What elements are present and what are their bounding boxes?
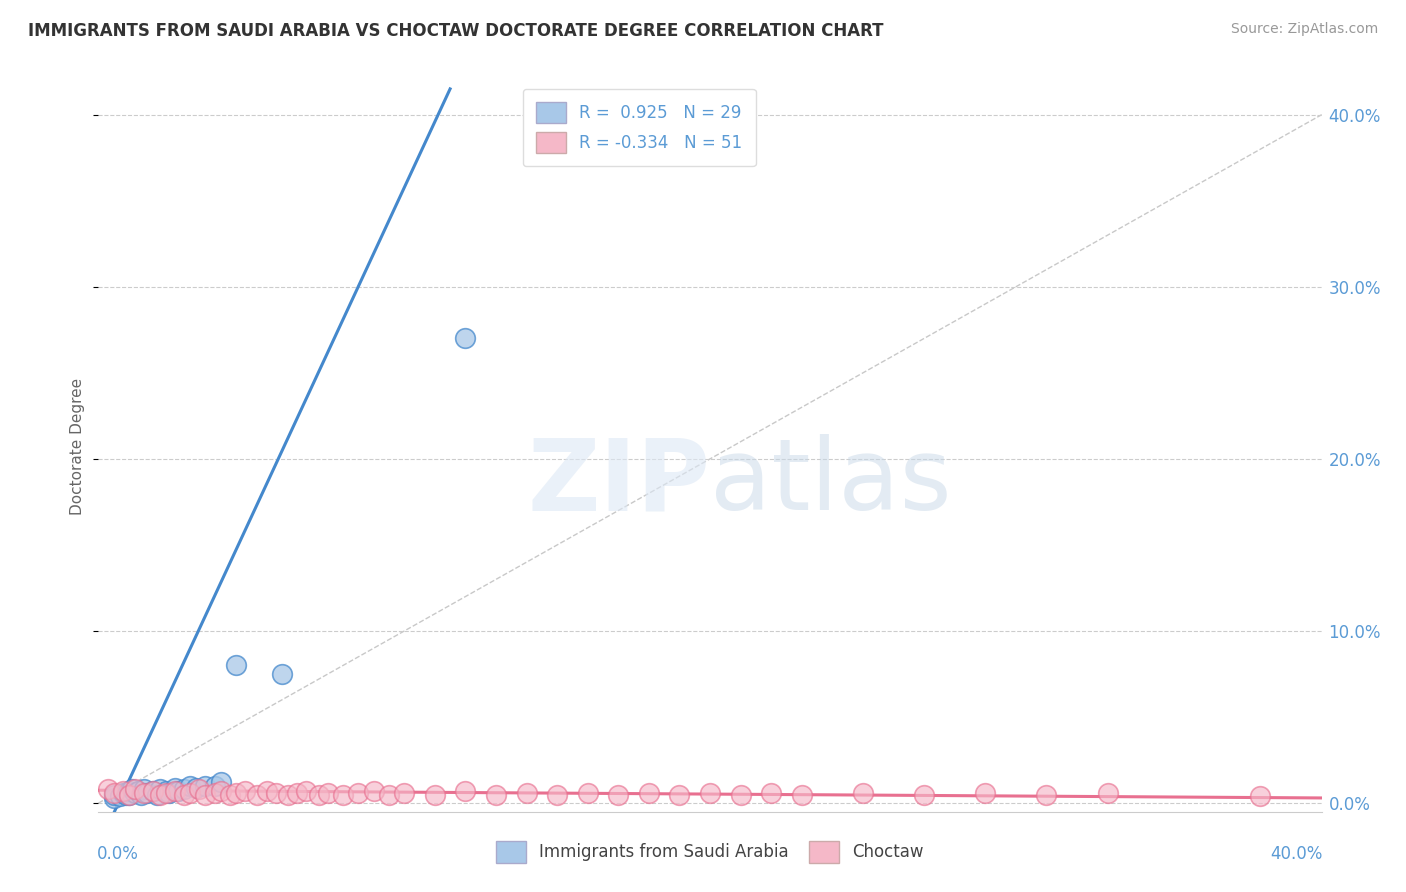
Point bbox=[576, 786, 599, 800]
Point bbox=[607, 788, 630, 802]
Point bbox=[149, 782, 172, 797]
Point bbox=[145, 788, 167, 802]
Point bbox=[136, 786, 159, 800]
Point bbox=[124, 782, 146, 797]
Point bbox=[852, 786, 875, 800]
Point bbox=[546, 788, 568, 802]
Point bbox=[108, 789, 131, 804]
Point bbox=[129, 788, 152, 802]
Point bbox=[167, 784, 190, 798]
Point bbox=[759, 786, 782, 800]
Point bbox=[111, 786, 134, 800]
Point bbox=[134, 786, 156, 800]
Point bbox=[127, 784, 149, 798]
Point bbox=[103, 791, 125, 805]
Point bbox=[277, 788, 299, 802]
Point bbox=[209, 775, 232, 789]
Y-axis label: Doctorate Degree: Doctorate Degree bbox=[70, 377, 86, 515]
Point bbox=[1035, 788, 1057, 802]
Point bbox=[186, 780, 208, 795]
Point bbox=[103, 788, 125, 802]
Point bbox=[194, 788, 217, 802]
Point bbox=[121, 782, 143, 797]
Point bbox=[155, 786, 177, 800]
Point bbox=[316, 786, 339, 800]
Point bbox=[115, 788, 138, 802]
Point bbox=[454, 331, 477, 345]
Text: Source: ZipAtlas.com: Source: ZipAtlas.com bbox=[1230, 22, 1378, 37]
Text: 0.0%: 0.0% bbox=[97, 845, 139, 863]
Point bbox=[1097, 786, 1119, 800]
Point bbox=[256, 784, 278, 798]
Point bbox=[912, 788, 935, 802]
Point bbox=[194, 779, 217, 793]
Point bbox=[285, 786, 308, 800]
Point bbox=[118, 788, 141, 802]
Point bbox=[270, 667, 292, 681]
Point bbox=[423, 788, 446, 802]
Point bbox=[295, 784, 318, 798]
Point bbox=[485, 788, 508, 802]
Point bbox=[179, 786, 201, 800]
Point bbox=[637, 786, 661, 800]
Point bbox=[163, 784, 186, 798]
Point bbox=[134, 782, 156, 797]
Point bbox=[308, 788, 330, 802]
Point bbox=[124, 786, 146, 800]
Point bbox=[668, 788, 690, 802]
Point bbox=[378, 788, 401, 802]
Point bbox=[454, 784, 477, 798]
Legend: Immigrants from Saudi Arabia, Choctaw: Immigrants from Saudi Arabia, Choctaw bbox=[489, 835, 931, 869]
Point bbox=[246, 788, 269, 802]
Point bbox=[142, 784, 165, 798]
Point bbox=[363, 784, 385, 798]
Point bbox=[730, 788, 752, 802]
Point bbox=[103, 786, 125, 800]
Point bbox=[118, 784, 141, 798]
Point bbox=[204, 786, 226, 800]
Point bbox=[209, 784, 232, 798]
Point bbox=[149, 788, 172, 802]
Text: 40.0%: 40.0% bbox=[1271, 845, 1323, 863]
Point bbox=[155, 784, 177, 798]
Point bbox=[974, 786, 997, 800]
Point bbox=[188, 782, 211, 797]
Point bbox=[392, 786, 416, 800]
Text: atlas: atlas bbox=[710, 434, 952, 531]
Point bbox=[699, 786, 721, 800]
Point bbox=[179, 779, 201, 793]
Point bbox=[219, 788, 242, 802]
Point bbox=[332, 788, 354, 802]
Point bbox=[225, 786, 247, 800]
Point bbox=[173, 782, 195, 797]
Point bbox=[157, 786, 180, 800]
Point bbox=[264, 786, 287, 800]
Point bbox=[516, 786, 538, 800]
Point bbox=[173, 788, 195, 802]
Point bbox=[97, 782, 120, 797]
Point bbox=[225, 658, 247, 673]
Point bbox=[204, 779, 226, 793]
Point bbox=[790, 788, 813, 802]
Point bbox=[1249, 789, 1271, 804]
Point bbox=[142, 784, 165, 798]
Point bbox=[111, 784, 134, 798]
Text: ZIP: ZIP bbox=[527, 434, 710, 531]
Point bbox=[118, 788, 141, 802]
Point bbox=[347, 786, 370, 800]
Point bbox=[163, 780, 186, 795]
Point bbox=[233, 784, 256, 798]
Text: IMMIGRANTS FROM SAUDI ARABIA VS CHOCTAW DOCTORATE DEGREE CORRELATION CHART: IMMIGRANTS FROM SAUDI ARABIA VS CHOCTAW … bbox=[28, 22, 883, 40]
